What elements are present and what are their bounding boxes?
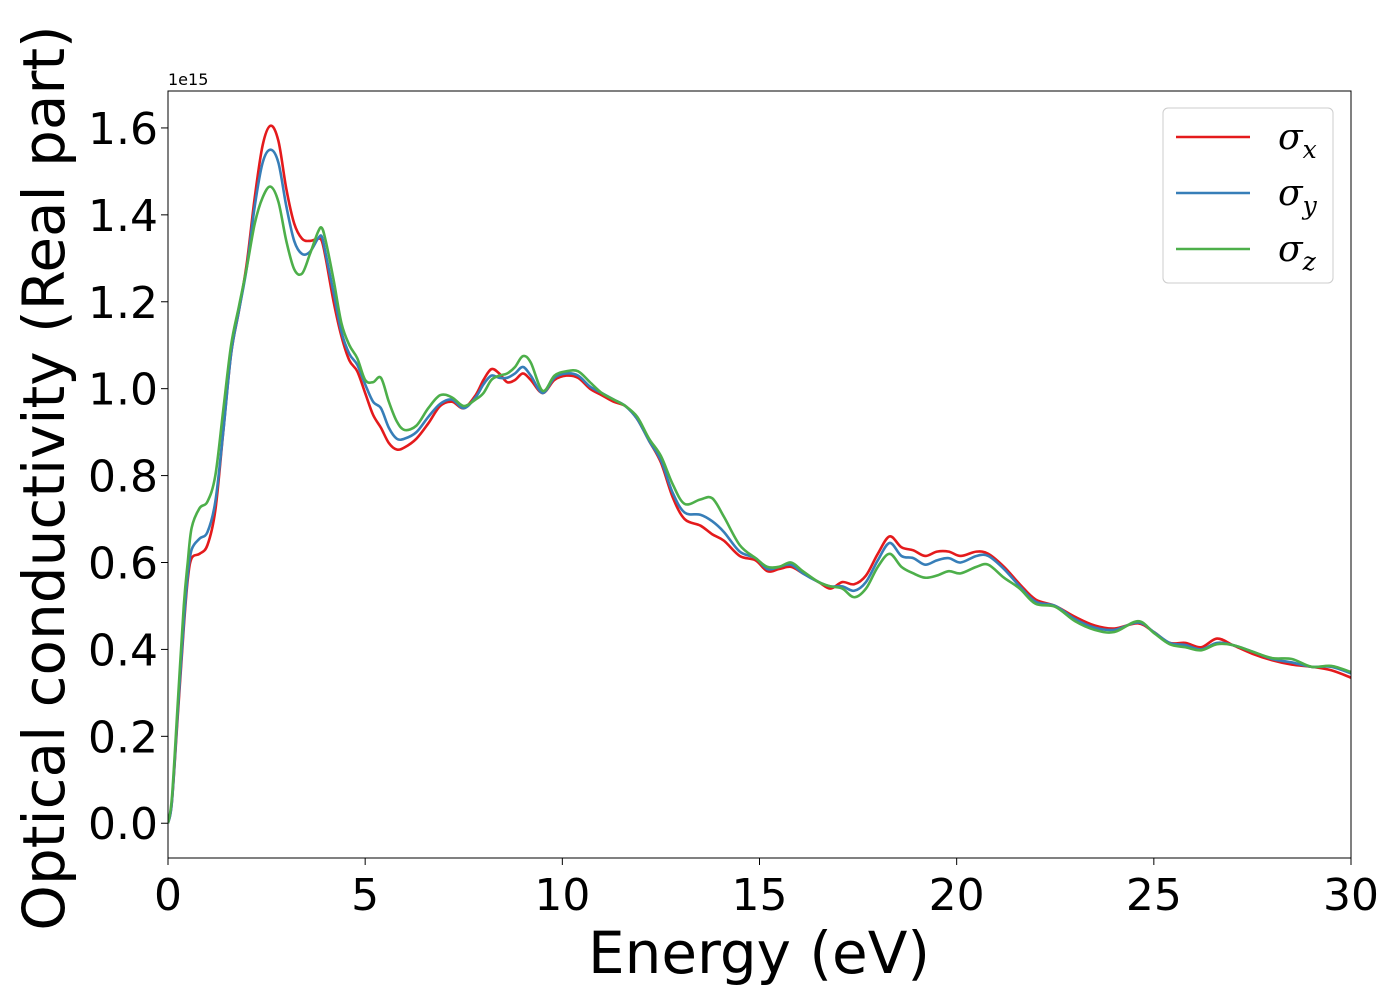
y-tick-label: 0.2 bbox=[88, 712, 158, 763]
legend-label-z: σz bbox=[1278, 229, 1317, 276]
y-tick-label: 1.2 bbox=[88, 278, 158, 329]
x-tick-label: 25 bbox=[1126, 870, 1182, 921]
x-tick-label: 5 bbox=[351, 870, 379, 921]
series-line-y bbox=[168, 148, 1351, 824]
x-tick-label: 0 bbox=[154, 870, 182, 921]
legend-label-x: σx bbox=[1278, 117, 1317, 164]
legend-label-y: σy bbox=[1278, 173, 1318, 220]
x-tick-label: 15 bbox=[732, 870, 788, 921]
y-axis-title: Optical conductivity (Real part) bbox=[10, 25, 78, 930]
x-tick-label: 20 bbox=[929, 870, 985, 921]
y-tick-label: 1.4 bbox=[88, 191, 158, 242]
y-tick-label: 1.0 bbox=[88, 365, 158, 416]
y-offset-label: 1e15 bbox=[168, 70, 208, 89]
series-layer bbox=[168, 124, 1351, 824]
series-line-z bbox=[168, 185, 1351, 824]
x-tick-label: 30 bbox=[1323, 870, 1379, 921]
y-tick-label: 0.8 bbox=[88, 452, 158, 503]
x-axis-title: Energy (eV) bbox=[588, 919, 930, 987]
legend-box bbox=[1162, 107, 1334, 284]
y-axis: 0.0 0.2 0.4 0.6 0.8 1.0 1.2 1.4 1.6 bbox=[88, 104, 168, 850]
legend: σx σy σz bbox=[1162, 107, 1334, 284]
series-line-x bbox=[168, 124, 1351, 824]
y-tick-label: 0.0 bbox=[88, 799, 158, 850]
y-tick-label: 0.4 bbox=[88, 625, 158, 676]
y-tick-label: 1.6 bbox=[88, 104, 158, 155]
y-tick-label: 0.6 bbox=[88, 538, 158, 589]
x-tick-label: 10 bbox=[534, 870, 590, 921]
x-axis: 0 5 10 15 20 25 30 bbox=[154, 858, 1379, 921]
